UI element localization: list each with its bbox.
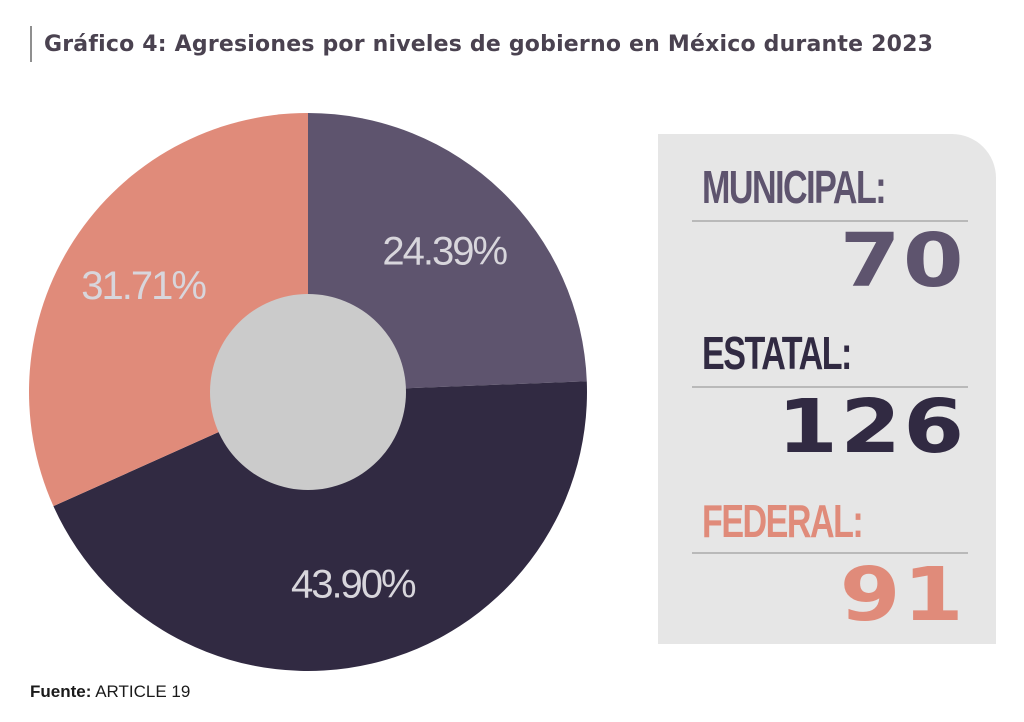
slice-label-estatal: 43.90% <box>291 562 416 606</box>
source-label: Fuente: <box>30 682 92 701</box>
slice-label-municipal: 24.39% <box>382 229 507 273</box>
donut-chart: 24.39% 43.90% 31.71% <box>28 113 588 671</box>
municipal-divider <box>692 220 968 222</box>
source-note: Fuente: ARTICLE 19 <box>30 682 190 702</box>
pie-slice-estatal <box>53 381 588 671</box>
slice-label-federal: 31.71% <box>81 264 206 308</box>
summary-panel: MUNICIPAL: 70 ESTATAL: 126 FEDERAL: 91 <box>658 134 996 644</box>
federal-value: 91 <box>839 552 966 638</box>
donut-center <box>210 294 406 490</box>
estatal-divider <box>692 386 968 388</box>
chart-title-bar: Gráfico 4: Agresiones por niveles de gob… <box>30 26 933 62</box>
pie-slice-municipal <box>308 113 587 392</box>
chart-title: Gráfico 4: Agresiones por niveles de gob… <box>44 31 934 57</box>
source-value: ARTICLE 19 <box>95 682 191 701</box>
federal-label: FEDERAL: <box>702 495 864 547</box>
municipal-value: 70 <box>839 218 966 304</box>
estatal-label: ESTATAL: <box>702 327 852 379</box>
estatal-value: 126 <box>776 384 966 470</box>
municipal-label: MUNICIPAL: <box>702 161 887 213</box>
federal-divider <box>692 552 968 554</box>
